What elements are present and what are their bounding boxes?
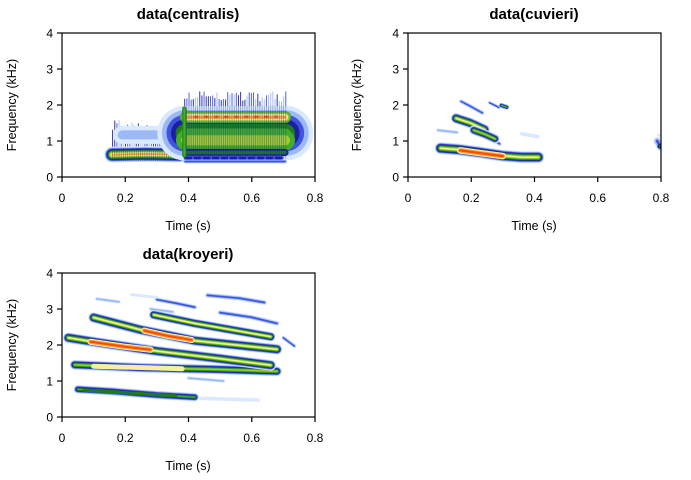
spectrogram-blob: [219, 311, 278, 325]
plot-frame: [407, 32, 662, 178]
x-tick-label: 0.8: [653, 191, 670, 205]
spectrogram-blob: [520, 132, 540, 139]
spectrogram-blob: [500, 104, 508, 108]
x-tick-label: 0.2: [117, 191, 134, 205]
x-tick-label: 0.4: [180, 191, 197, 205]
y-tick-label: 1: [46, 375, 53, 389]
spectrogram-panel-kroyeri: 0 0.2 0.4 0.6 0.8 0 1 2 3 4 data(kroyeri) Time (s…: [0, 240, 345, 480]
spectrogram-blob: [460, 100, 483, 114]
plot-frame: [61, 272, 316, 418]
x-tick-label: 0.6: [589, 191, 606, 205]
y-tick-label: 3: [392, 63, 399, 77]
y-tick-label: 0: [46, 171, 53, 185]
spectrogram-panel-centralis: 0 0.2 0.4 0.6 0.8 0 1 2 3 4 data(centralis) Time …: [0, 0, 345, 245]
axes-centralis: 0 0.2 0.4 0.6 0.8 0 1 2 3 4: [46, 27, 323, 206]
spectrogram-blob: [92, 316, 278, 350]
x-axis-label: Time (s): [165, 459, 210, 473]
plot-frame: [61, 32, 316, 178]
spectrogram-blob: [149, 308, 174, 313]
spectrogram-blob: [437, 129, 458, 134]
x-axis-label: Time (s): [165, 219, 210, 233]
y-axis-label: Frequency (kHz): [5, 59, 19, 151]
axes-kroyeri: 0 0.2 0.4 0.6 0.8 0 1 2 3 4: [46, 267, 323, 446]
spectrogram-blob: [91, 363, 185, 372]
y-tick-label: 2: [46, 99, 53, 113]
panel-title-cuvieri: data(cuvieri): [489, 6, 578, 23]
x-tick-label: 0.4: [526, 191, 543, 205]
y-tick-label: 1: [46, 135, 53, 149]
y-tick-label: 0: [46, 411, 53, 425]
x-tick-label: 0.8: [307, 431, 324, 445]
spectrogram-blob: [156, 298, 196, 308]
spectrogram-blob: [459, 149, 504, 158]
spectrogram-blob: [206, 294, 266, 304]
x-tick-label: 0: [405, 191, 412, 205]
spectrogram-heatmap-kroyeri: [62, 292, 297, 402]
spectrogram-blob: [658, 145, 661, 148]
panel-title-centralis: data(centralis): [137, 6, 240, 23]
spectrogram-blob: [282, 337, 296, 347]
y-axis-label: Frequency (kHz): [350, 59, 364, 151]
y-axis-label: Frequency (kHz): [5, 299, 19, 391]
x-tick-label: 0.4: [180, 431, 197, 445]
x-tick-label: 0.8: [307, 191, 324, 205]
x-tick-label: 0.2: [117, 431, 134, 445]
spectrogram-heatmap-cuvieri: [434, 99, 661, 164]
x-tick-label: 0.2: [463, 191, 480, 205]
x-tick-label: 0: [59, 431, 66, 445]
spectrogram-blob: [488, 102, 500, 109]
y-tick-label: 4: [392, 27, 399, 41]
spectrogram-blob: [199, 396, 260, 402]
panel-title-kroyeri: data(kroyeri): [143, 246, 234, 263]
x-axis-label: Time (s): [511, 219, 556, 233]
y-tick-label: 3: [46, 63, 53, 77]
spectrogram-blob: [455, 117, 486, 131]
spectrogram-blob: [473, 129, 496, 140]
x-tick-label: 0.6: [243, 431, 260, 445]
spectrogram-heatmap-centralis: [104, 91, 314, 164]
y-tick-label: 0: [392, 171, 399, 185]
spectrogram-blob: [153, 314, 272, 338]
y-tick-label: 3: [46, 303, 53, 317]
x-tick-label: 0: [59, 191, 66, 205]
y-tick-label: 2: [392, 99, 399, 113]
x-tick-label: 0.6: [243, 191, 260, 205]
y-tick-label: 2: [46, 339, 53, 353]
spectrogram-panel-cuvieri: 0 0.2 0.4 0.6 0.8 0 1 2 3 4 data(cuvieri) Time (s…: [345, 0, 691, 245]
spectrogram-blob: [187, 377, 225, 382]
spectrogram-blob: [143, 329, 193, 341]
spectrogram-blob: [89, 340, 152, 351]
y-tick-label: 4: [46, 27, 53, 41]
axes-cuvieri: 0 0.2 0.4 0.6 0.8 0 1 2 3 4: [392, 27, 669, 206]
y-tick-label: 1: [392, 135, 399, 149]
spectrogram-blob: [82, 388, 178, 398]
y-tick-label: 4: [46, 267, 53, 281]
spectrogram-blob: [95, 298, 120, 303]
spectrogram-blob: [130, 293, 159, 299]
